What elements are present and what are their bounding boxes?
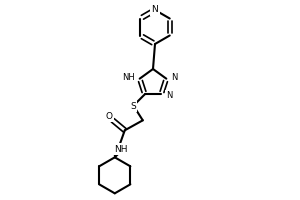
Text: N: N	[152, 5, 158, 15]
Text: O: O	[105, 112, 112, 121]
Text: N: N	[171, 73, 178, 82]
Text: NH: NH	[122, 73, 135, 82]
Text: S: S	[130, 102, 136, 111]
Text: NH: NH	[114, 145, 128, 154]
Text: N: N	[166, 91, 172, 100]
